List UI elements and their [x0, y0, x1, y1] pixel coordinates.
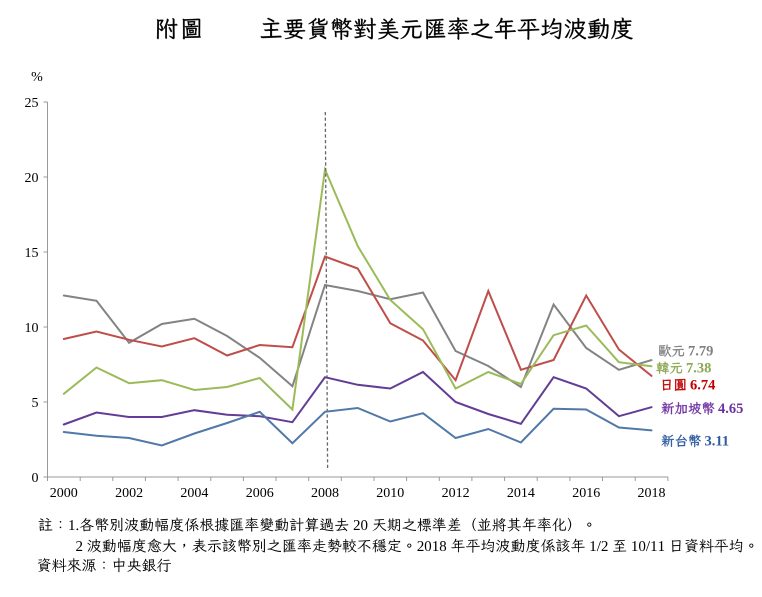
svg-text:2014: 2014: [507, 486, 535, 501]
svg-text:4.65: 4.65: [718, 401, 743, 417]
svg-text:2010: 2010: [376, 486, 404, 501]
svg-text:2002: 2002: [115, 486, 143, 501]
svg-text:2006: 2006: [246, 486, 274, 501]
svg-text:%: %: [31, 70, 43, 85]
svg-text:7.79: 7.79: [688, 344, 713, 360]
svg-text:25: 25: [25, 96, 39, 111]
svg-text:2016: 2016: [572, 486, 600, 501]
svg-text:2018: 2018: [638, 486, 666, 501]
svg-text:2012: 2012: [442, 486, 470, 501]
svg-text:2008: 2008: [311, 486, 339, 501]
svg-text:20: 20: [25, 171, 39, 186]
svg-text:0: 0: [32, 471, 39, 486]
svg-text:6.74: 6.74: [690, 378, 715, 394]
svg-text:7.38: 7.38: [686, 361, 711, 377]
svg-text:3.11: 3.11: [705, 434, 730, 450]
svg-text:2004: 2004: [180, 486, 208, 501]
svg-text:15: 15: [25, 246, 39, 261]
svg-text:10: 10: [25, 321, 39, 336]
svg-text:5: 5: [32, 396, 39, 411]
svg-text:2000: 2000: [50, 486, 78, 501]
